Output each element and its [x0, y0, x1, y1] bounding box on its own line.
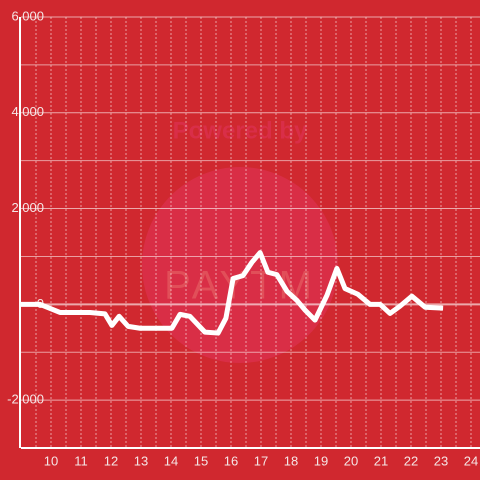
x-tick-label: 19: [314, 453, 328, 468]
x-tick-label: 15: [194, 453, 208, 468]
x-tick-label: 22: [404, 453, 418, 468]
watermark: Powered by: [173, 117, 308, 144]
x-tick-label: 17: [254, 453, 268, 468]
x-tick-label: 14: [164, 453, 178, 468]
x-tick-label: 10: [44, 453, 58, 468]
line: [21, 250, 444, 336]
watermark-brand: PAYTM: [164, 264, 316, 308]
y-tick-label: 2,000: [11, 200, 44, 215]
x-tick-label: 21: [374, 453, 388, 468]
x-tick-label: 18: [284, 453, 298, 468]
x-tick-label: 23: [434, 453, 448, 468]
x-tick-label: 11: [74, 453, 88, 468]
x-tick-label: 24: [464, 453, 478, 468]
x-tick-label: 20: [344, 453, 358, 468]
y-tick-label: -2,000: [7, 392, 44, 407]
watermark-logo: [142, 167, 338, 363]
y-tick-label: 6,000: [11, 8, 44, 23]
x-tick-label: 13: [134, 453, 148, 468]
y-tick-label: 4,000: [11, 104, 44, 119]
x-tick-label: 16: [224, 453, 238, 468]
x-tick-label: 12: [104, 453, 118, 468]
